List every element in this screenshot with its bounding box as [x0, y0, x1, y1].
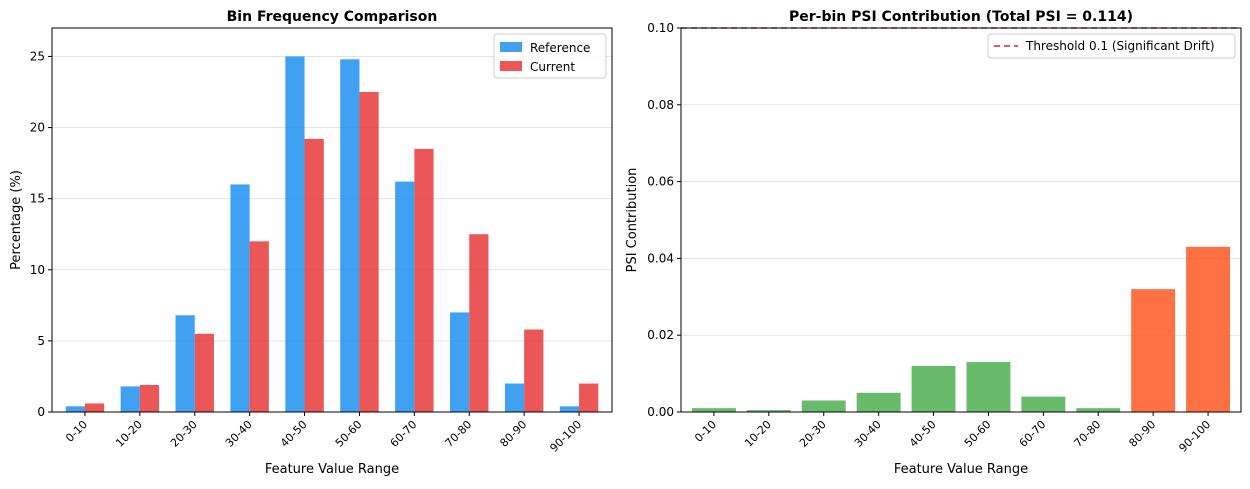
psi-contribution-chart: Per-bin PSI Contribution (Total PSI = 0.… [625, 9, 1242, 477]
bar-current-30-40 [249, 241, 269, 412]
x-tick-label: 40-50 [907, 418, 939, 450]
x-tick-label: 10-20 [742, 418, 774, 450]
bar-reference-20-30 [175, 315, 195, 412]
bar-reference-30-40 [230, 184, 250, 412]
bar-60-70 [1021, 396, 1066, 412]
x-tick-label: 40-50 [278, 418, 310, 450]
bar-90-100 [1186, 246, 1231, 412]
legend-swatch-reference [500, 42, 522, 52]
bar-current-0-10 [84, 403, 105, 412]
bar-reference-80-90 [504, 383, 525, 412]
x-tick-label: 30-40 [223, 418, 255, 450]
x-tick-label: 20-30 [168, 418, 200, 450]
x-tick-label: 0-10 [692, 418, 719, 445]
legend-swatch-current [500, 61, 522, 71]
bar-reference-90-100 [559, 406, 580, 412]
y-axis-label: PSI Contribution [625, 168, 640, 273]
bar-reference-0-10 [65, 406, 85, 412]
bar-reference-70-80 [450, 312, 470, 412]
y-tick-label: 25 [30, 49, 45, 63]
bar-current-20-30 [194, 333, 214, 412]
x-tick-label: 80-90 [1126, 418, 1158, 450]
y-tick-label: 5 [37, 334, 45, 348]
bar-current-70-80 [469, 234, 489, 412]
bar-70-80 [1076, 408, 1121, 412]
plot-frame [51, 27, 613, 413]
bar-reference-60-70 [395, 181, 415, 412]
y-tick-label: 0 [37, 405, 45, 419]
x-tick-label: 90-100 [1176, 418, 1213, 455]
x-tick-label: 90-100 [547, 418, 584, 455]
bar-current-60-70 [414, 148, 434, 412]
bar-reference-50-60 [340, 59, 360, 413]
x-tick-label: 60-70 [1017, 418, 1049, 450]
plot-area: 0 5 10 15 20 25 0-10 10-20 20-30 30-40 40-50 50-60 6… [30, 27, 613, 455]
bar-0-10 [691, 408, 736, 412]
x-tick-label: 70-80 [1072, 418, 1104, 450]
x-tick-label: 60-70 [388, 418, 420, 450]
bar-current-80-90 [524, 329, 544, 412]
x-axis-label: Feature Value Range [894, 462, 1028, 477]
x-tick-label: 10-20 [113, 418, 145, 450]
y-tick-label: 15 [30, 192, 45, 206]
y-tick-label: 20 [30, 121, 45, 135]
bar-reference-10-20 [120, 386, 140, 412]
chart-title: Bin Frequency Comparison [227, 9, 438, 25]
x-axis-label: Feature Value Range [265, 462, 399, 477]
bin-frequency-chart: Bin Frequency Comparison Percentage (%) … [9, 9, 613, 477]
x-tick-label: 30-40 [852, 418, 884, 450]
plot-frame [680, 27, 1242, 413]
y-tick-label: 0.00 [647, 405, 674, 419]
y-tick-label: 0.10 [647, 21, 674, 35]
y-tick-label: 0.06 [647, 175, 674, 189]
bar-current-90-100 [579, 383, 599, 412]
legend-label-threshold: Threshold 0.1 (Significant Drift) [1025, 39, 1215, 53]
x-tick-label: 50-60 [333, 418, 365, 450]
legend-label-reference: Reference [530, 41, 590, 55]
legend-label-current: Current [530, 60, 575, 74]
y-tick-label: 0.08 [647, 98, 674, 112]
bar-30-40 [856, 392, 901, 412]
bar-current-10-20 [139, 384, 160, 412]
y-tick-label: 0.04 [647, 251, 674, 265]
bar-20-30 [801, 400, 846, 412]
x-tick-label: 70-80 [443, 418, 475, 450]
y-tick-label: 10 [30, 263, 45, 277]
bar-current-50-60 [359, 92, 379, 412]
bar-50-60 [966, 362, 1011, 412]
bar-40-50 [911, 365, 956, 412]
bar-80-90 [1131, 289, 1176, 412]
chart-title: Per-bin PSI Contribution (Total PSI = 0.… [789, 9, 1133, 25]
plot-area: 0.00 0.02 0.04 0.06 0.08 0.10 0-10 10-20 20-30 30… [647, 21, 1242, 455]
x-tick-label: 50-60 [962, 418, 994, 450]
legend-box [987, 33, 1236, 59]
bar-reference-40-50 [285, 56, 305, 412]
x-tick-label: 0-10 [63, 418, 90, 445]
bar-10-20 [746, 410, 791, 412]
y-axis-label: Percentage (%) [9, 170, 24, 270]
x-tick-label: 20-30 [797, 418, 829, 450]
x-tick-label: 80-90 [497, 418, 529, 450]
y-tick-label: 0.02 [647, 328, 674, 342]
bar-current-40-50 [304, 138, 324, 412]
